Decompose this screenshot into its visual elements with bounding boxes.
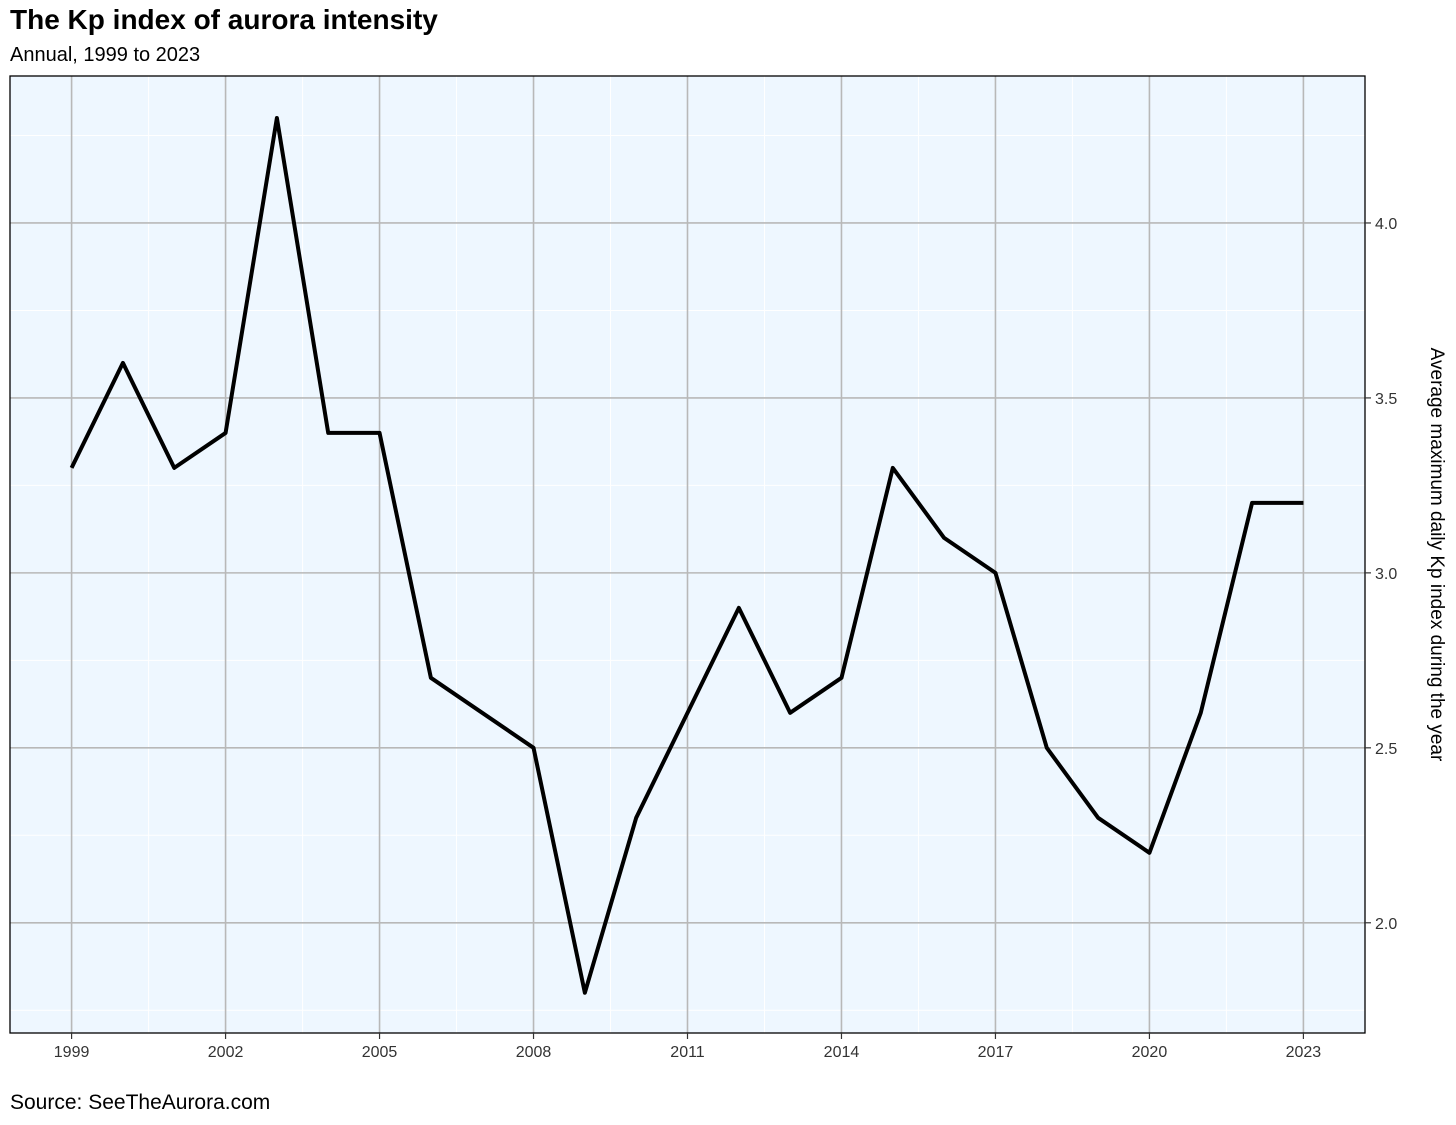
x-tick-label: 2002 — [208, 1044, 244, 1061]
major-gridlines — [10, 76, 1365, 1033]
x-tick-label: 2017 — [978, 1044, 1014, 1061]
x-tick-label: 2023 — [1286, 1044, 1322, 1061]
y-tick-label: 2.0 — [1375, 916, 1397, 933]
x-tick-label: 2020 — [1132, 1044, 1168, 1061]
x-tick-label: 2014 — [824, 1044, 860, 1061]
y-tick-label: 3.5 — [1375, 391, 1397, 408]
y-axis-title: Average maximum daily Kp index during th… — [1426, 348, 1447, 762]
x-tick-label: 1999 — [54, 1044, 90, 1061]
x-tick-label: 2011 — [670, 1044, 705, 1061]
x-axis: 1999 2002 2005 2008 2011 2014 2017 2020 2023 — [54, 1033, 1322, 1061]
chart-subtitle: Annual, 1999 to 2023 — [10, 44, 201, 66]
y-tick-label: 3.0 — [1375, 566, 1397, 583]
series-layer — [69, 115, 1304, 995]
y-tick-label: 4.0 — [1375, 216, 1397, 233]
x-tick-label: 2008 — [516, 1044, 552, 1061]
x-tick-label: 2005 — [362, 1044, 398, 1061]
y-axis: 2.0 2.5 3.0 3.5 4.0 — [1365, 216, 1397, 933]
chart-title: The Kp index of aurora intensity — [10, 4, 438, 35]
source-caption: Source: SeeTheAurora.com — [10, 1091, 271, 1114]
y-tick-label: 2.5 — [1375, 741, 1397, 758]
